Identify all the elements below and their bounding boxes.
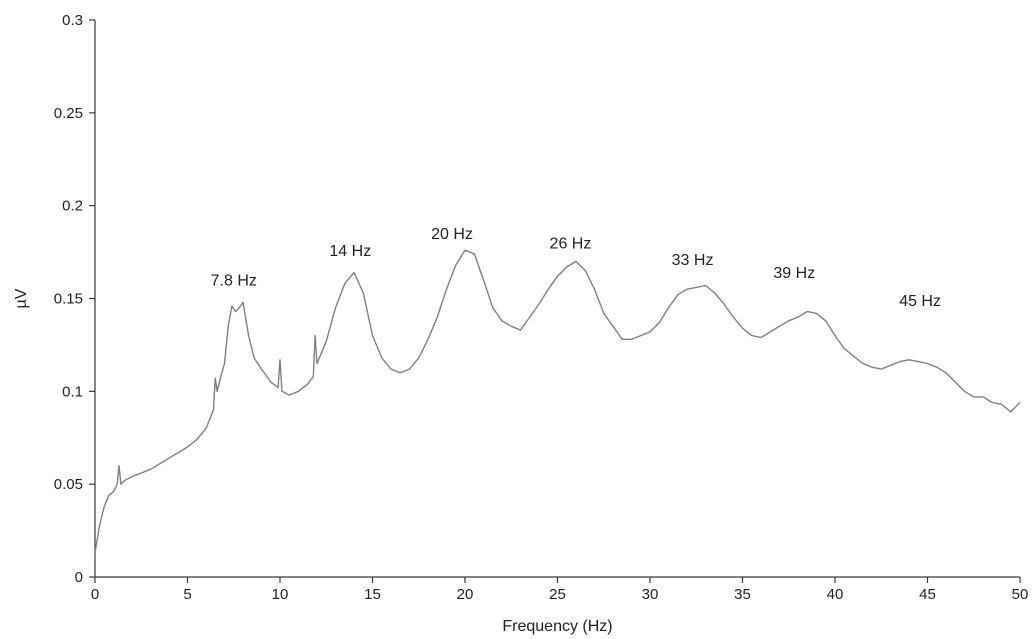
x-tick-label: 30 bbox=[642, 586, 659, 603]
peak-annotation: 39 Hz bbox=[773, 265, 815, 282]
x-tick-label: 50 bbox=[1012, 586, 1029, 603]
plot-series bbox=[94, 249, 1021, 554]
peak-annotation: 45 Hz bbox=[899, 293, 941, 310]
y-axis-title: µV bbox=[13, 288, 30, 308]
y-tick-label: 0.25 bbox=[54, 105, 83, 122]
x-tick-label: 45 bbox=[919, 586, 936, 603]
y-tick-label: 0.2 bbox=[62, 198, 83, 215]
series-line bbox=[94, 249, 1021, 554]
peak-annotation: 26 Hz bbox=[550, 235, 592, 252]
peak-annotation: 14 Hz bbox=[329, 243, 371, 260]
x-tick-label: 0 bbox=[91, 586, 99, 603]
x-tick-label: 5 bbox=[183, 586, 191, 603]
peak-annotation: 7.8 Hz bbox=[211, 273, 257, 290]
peak-annotation: 33 Hz bbox=[672, 252, 714, 269]
annotations: 7.8 Hz 14 Hz 20 Hz 26 Hz 33 Hz 39 Hz 45 Hz bbox=[211, 226, 941, 310]
x-tick-label: 35 bbox=[734, 586, 751, 603]
axes: 0 5 10 15 20 25 30 35 40 45 50 0 0.05 0.1 0.15 0.2 0.25… bbox=[54, 12, 1029, 603]
peak-annotation: 20 Hz bbox=[431, 226, 473, 243]
y-tick-label: 0.3 bbox=[62, 12, 83, 29]
y-tick-label: 0.1 bbox=[62, 383, 83, 400]
x-tick-label: 10 bbox=[272, 586, 289, 603]
x-axis-title: Frequency (Hz) bbox=[502, 618, 612, 635]
y-ticks: 0 0.05 0.1 0.15 0.2 0.25 0.3 bbox=[54, 12, 95, 586]
x-tick-label: 40 bbox=[827, 586, 844, 603]
y-tick-label: 0 bbox=[75, 569, 83, 586]
x-tick-label: 15 bbox=[364, 586, 381, 603]
x-tick-label: 20 bbox=[457, 586, 474, 603]
x-ticks: 0 5 10 15 20 25 30 35 40 45 50 bbox=[91, 577, 1029, 603]
y-tick-label: 0.05 bbox=[54, 476, 83, 493]
y-tick-label: 0.15 bbox=[54, 291, 83, 308]
x-tick-label: 25 bbox=[549, 586, 566, 603]
